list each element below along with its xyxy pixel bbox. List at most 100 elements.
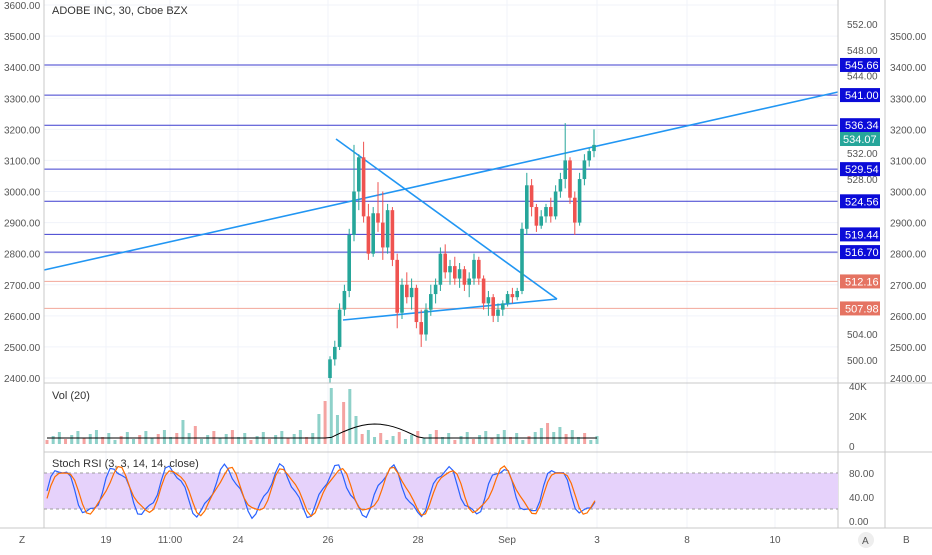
candle-body [357, 157, 361, 192]
stoch-rsi-axis: 80.00 40.00 0.00 [849, 469, 874, 528]
right-axis-b-tick: 3500.00 [890, 32, 927, 43]
volume-bar [335, 415, 339, 444]
price-level-tag-text: 507.98 [845, 303, 879, 315]
volume-bar [379, 433, 383, 444]
volume-bar [64, 439, 68, 444]
volume-bar [570, 430, 574, 444]
volume-axis-tick: 20K [849, 412, 867, 423]
price-level-tag-bg [840, 162, 880, 177]
price-level-tag-text: 541.00 [845, 90, 879, 102]
right-price-axis-secondary[interactable]: 3500.00 3400.00 3300.00 3200.00 3100.00 3000.… [890, 32, 927, 385]
candle-body [366, 216, 371, 254]
volume-bar [508, 437, 512, 444]
candle-body [592, 144, 596, 152]
volume-bar [521, 440, 525, 444]
candle-body [486, 297, 491, 304]
right-price-axis[interactable]: 552.00 548.00 544.00 532.00 528.00 504.00 500.… [847, 20, 878, 367]
main-pane-bg [44, 0, 838, 381]
candle-body [501, 303, 505, 310]
zoom-button[interactable]: Z [19, 535, 25, 546]
candle-body [371, 213, 375, 254]
volume-bar [416, 431, 420, 444]
candle-body [347, 235, 351, 291]
volume-bar [342, 402, 346, 444]
volume-axis-tick: 0 [849, 442, 855, 453]
volume-bar [249, 440, 253, 444]
volume-bar [576, 437, 580, 444]
right-axis-b-tick: 3000.00 [890, 188, 927, 199]
volume-bar [267, 439, 271, 444]
last-price-tag: 534.07 [840, 132, 880, 146]
volume-bar [453, 440, 457, 444]
volume-bar [193, 426, 197, 444]
stoch-rsi-k-line [46, 462, 596, 520]
volume-bar [323, 401, 327, 444]
left-price-axis[interactable]: 3600.00 3500.00 3400.00 3300.00 3200.00 3100.… [4, 1, 41, 385]
volume-bar [354, 416, 358, 444]
volume-bar [156, 434, 160, 444]
stoch-rsi-axis-tick: 40.00 [849, 493, 874, 504]
rising-trendline[interactable] [43, 91, 839, 271]
volume-bar [348, 389, 352, 444]
volume-bar [70, 435, 74, 444]
price-level-tag-bg [840, 194, 880, 209]
candle-body [457, 269, 462, 279]
volume-axis-tick: 40K [849, 382, 867, 393]
time-axis-label: 10 [769, 535, 781, 546]
candle-body [448, 266, 452, 273]
right-axis-b-tick: 2900.00 [890, 219, 927, 230]
trendlines[interactable] [43, 91, 839, 321]
falling-wedge-upper-line[interactable] [335, 138, 558, 300]
time-axis-label: 8 [684, 535, 690, 546]
scale-b-button-label[interactable]: B [903, 535, 910, 546]
auto-scale-button-label[interactable]: A [862, 536, 869, 547]
right-axis-b-tick: 2400.00 [890, 374, 927, 385]
volume-ma-line [47, 423, 597, 439]
stoch-rsi-axis-tick: 80.00 [849, 469, 874, 480]
volume-bar [422, 438, 426, 444]
candle-body [510, 294, 515, 298]
auto-scale-button[interactable]: A [858, 532, 874, 548]
volume-bar [45, 440, 49, 444]
right-axis-b-tick: 3200.00 [890, 125, 927, 136]
volume-bar [181, 420, 185, 444]
price-level-tag-text: 516.70 [845, 247, 879, 259]
vertical-grid [105, 0, 776, 528]
left-axis-tick: 2900.00 [4, 219, 41, 230]
auto-scale-button-bg[interactable] [858, 532, 874, 548]
price-level-tag-text: 536.34 [845, 120, 879, 132]
scale-b-button[interactable]: B [903, 535, 910, 546]
left-axis-tick: 3000.00 [4, 188, 41, 199]
candle-body [529, 185, 534, 208]
wedge-lower-line[interactable] [342, 298, 558, 321]
candle-body [582, 160, 587, 180]
price-level-tags: 545.66 541.00 536.34 529.54 524.56 519.44 516.… [840, 57, 880, 316]
right-axis-b-tick: 3300.00 [890, 94, 927, 105]
volume-bar [162, 430, 166, 444]
zoom-button-label[interactable]: Z [19, 535, 25, 546]
right-axis-a-tick: 532.00 [847, 149, 878, 160]
candle-body [453, 266, 457, 279]
candle-body [376, 213, 380, 223]
volume-bar [138, 435, 142, 444]
candle-body [549, 207, 553, 217]
candle-body [587, 151, 591, 161]
left-axis-tick: 3200.00 [4, 125, 41, 136]
price-level-tag-bg [840, 274, 880, 289]
right-axis-a-tick: 528.00 [847, 175, 878, 186]
last-price-text: 534.07 [843, 134, 877, 146]
candle-body [539, 216, 543, 226]
candle-body [558, 179, 563, 192]
price-level-tag-bg [840, 301, 880, 316]
volume-bar [403, 439, 407, 444]
volume-bar [502, 430, 506, 444]
left-axis-tick: 3100.00 [4, 156, 41, 167]
time-axis-label: Sep [498, 535, 516, 546]
time-axis[interactable]: 19 11:00 24 26 28 Sep 3 8 10 [100, 535, 781, 546]
volume-bar [286, 438, 290, 444]
chart-title: ADOBE INC, 30, Cboe BZX [52, 5, 188, 17]
volume-bar [94, 430, 98, 444]
volume-bar [82, 438, 86, 444]
